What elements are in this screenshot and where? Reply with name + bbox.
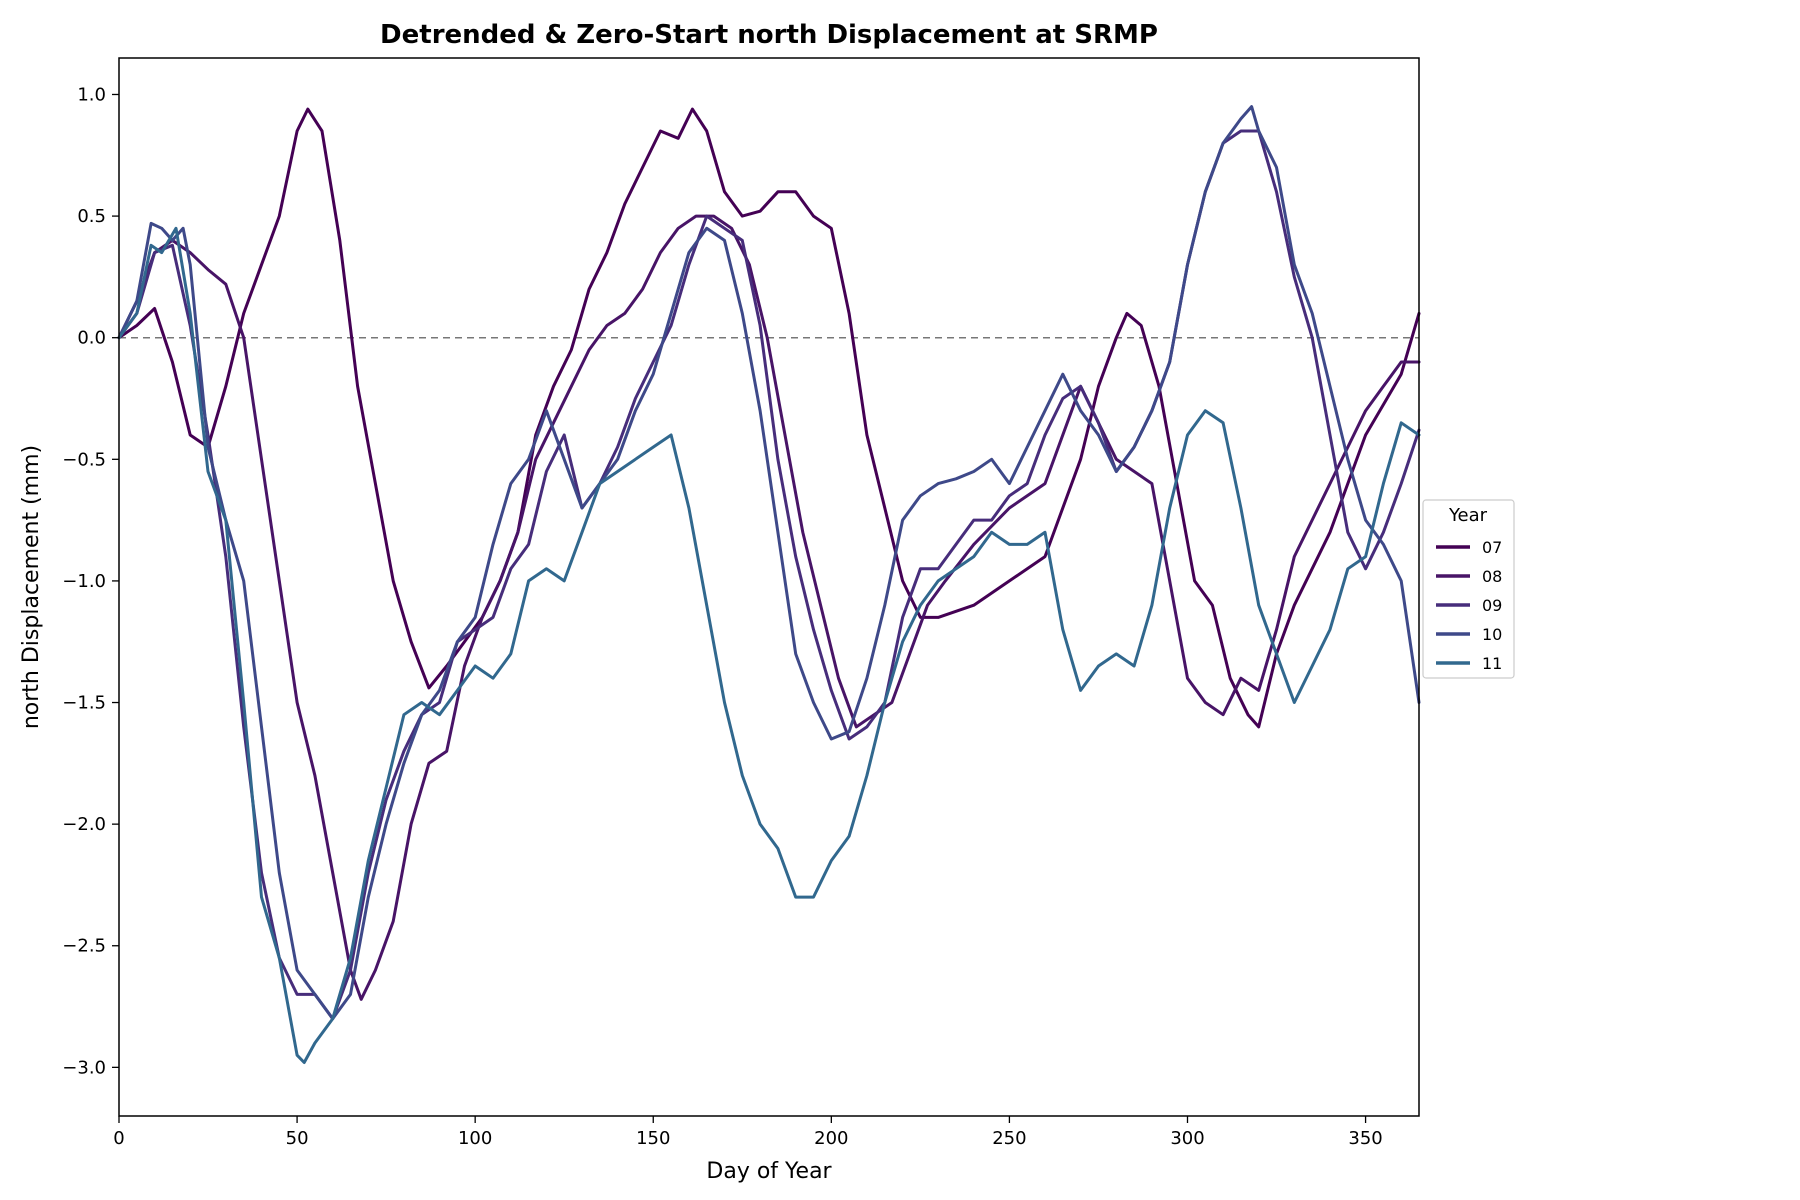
series-line-11: [117, 226, 1421, 1064]
legend-label-11: 11: [1482, 654, 1502, 673]
legend-items: 07 08 09 10 11: [1436, 538, 1502, 673]
y-axis-label: north Displacement (mm): [19, 445, 44, 729]
y-axis: 1.0 0.5 0.0 −0.5 −1.0 −1.5 −2.0 −2.5 −3.0: [62, 84, 119, 1078]
series-line-09: [117, 129, 1421, 1021]
y-tick-label: −2.5: [62, 936, 106, 957]
legend-label-09: 09: [1482, 596, 1502, 615]
x-axis: 0 50 100 150 200 250 300 350: [113, 1116, 1383, 1149]
legend-label-10: 10: [1482, 625, 1502, 644]
legend-label-07: 07: [1482, 538, 1502, 557]
legend-label-08: 08: [1482, 567, 1502, 586]
x-tick-label: 100: [458, 1128, 492, 1149]
y-tick-label: −2.0: [62, 814, 106, 835]
plot-frame: [118, 57, 1420, 1117]
y-tick-label: −0.5: [62, 449, 106, 470]
legend: Year 07 08 09 10 11: [1422, 499, 1515, 679]
x-tick-label: 250: [992, 1128, 1026, 1149]
x-tick-label: 300: [1170, 1128, 1204, 1149]
series-line-10: [117, 105, 1421, 1021]
plot-area: [117, 57, 1421, 1117]
x-tick-label: 200: [814, 1128, 848, 1149]
x-tick-label: 0: [113, 1128, 124, 1149]
x-tick-label: 350: [1348, 1128, 1382, 1149]
x-tick-label: 150: [636, 1128, 670, 1149]
series-line-07: [117, 107, 1421, 729]
y-tick-label: 0.5: [77, 206, 106, 227]
y-tick-label: −1.5: [62, 693, 106, 714]
y-tick-label: −3.0: [62, 1057, 106, 1078]
y-tick-label: −1.0: [62, 571, 106, 592]
x-axis-label: Day of Year: [706, 1159, 832, 1184]
chart-title: Detrended & Zero-Start north Displacemen…: [380, 20, 1158, 50]
x-tick-label: 50: [286, 1128, 309, 1149]
y-tick-label: 1.0: [77, 84, 106, 105]
series-line-08: [117, 214, 1421, 1001]
legend-box: [1422, 499, 1515, 679]
series-group: [117, 105, 1421, 1064]
y-tick-label: 0.0: [77, 328, 106, 349]
legend-title: Year: [1448, 505, 1488, 526]
